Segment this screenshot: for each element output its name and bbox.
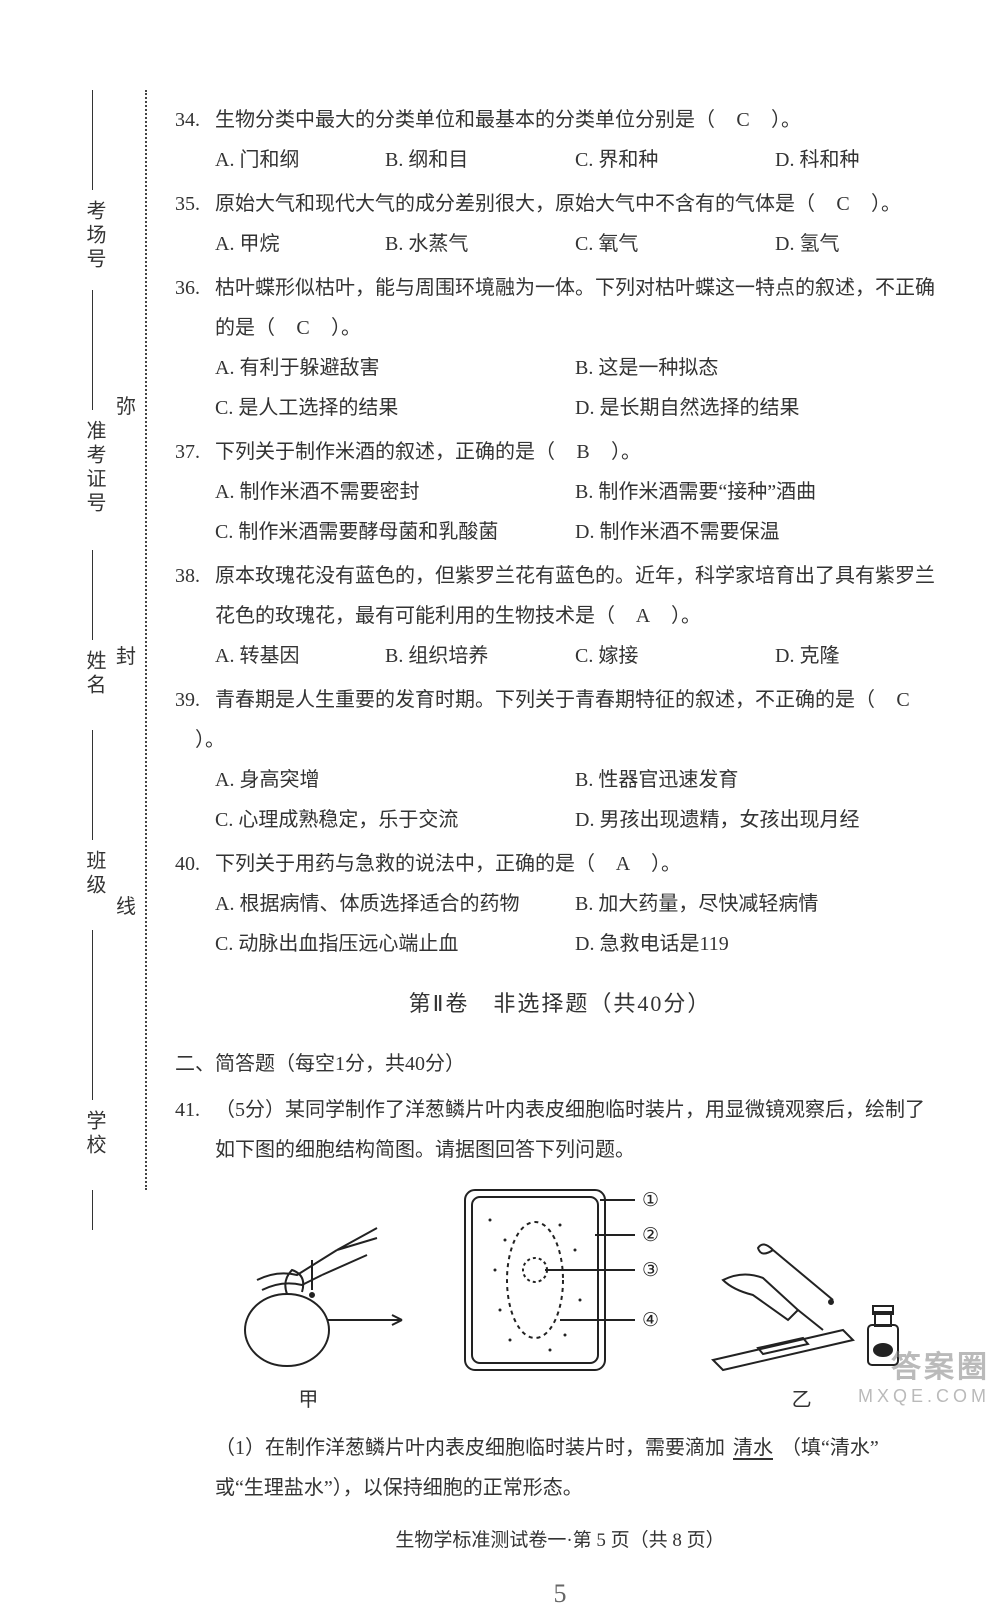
page-footer: 生物学标准测试卷一·第 5 页（共 8 页） — [175, 1522, 945, 1560]
binding-rule — [92, 730, 93, 840]
question-41: 41.（5分）某同学制作了洋葱鳞片叶内表皮细胞临时装片，用显微镜观察后，绘制了如… — [175, 1090, 945, 1508]
option-b: B. 制作米酒需要“接种”酒曲 — [575, 472, 945, 512]
figure-jia — [227, 1220, 427, 1380]
option-b: B. 加大药量，尽快减轻病情 — [575, 884, 945, 924]
option-c: C. 嫁接 — [575, 636, 775, 676]
binding-rule — [92, 1190, 93, 1230]
option-c: C. 制作米酒需要酵母菌和乳酸菌 — [215, 512, 575, 552]
question-block: 40.下列关于用药与急救的说法中，正确的是（ A ）。A. 根据病情、体质选择适… — [175, 844, 945, 964]
cell-label-2: ② — [642, 1225, 659, 1246]
option-a: A. 根据病情、体质选择适合的药物 — [215, 884, 575, 924]
question-block: 39.青春期是人生重要的发育时期。下列关于青春期特征的叙述，不正确的是（ C ）… — [175, 680, 945, 840]
option-a: A. 转基因 — [215, 636, 385, 676]
option-b: B. 水蒸气 — [385, 224, 575, 264]
option-d: D. 科和种 — [775, 140, 935, 180]
option-c: C. 氧气 — [575, 224, 775, 264]
cell-label-3: ③ — [642, 1260, 659, 1281]
binding-rule — [92, 90, 93, 190]
option-b: B. 性器官迅速发育 — [575, 760, 945, 800]
option-d: D. 是长期自然选择的结果 — [575, 388, 945, 428]
figure-cell: ① ② ③ ④ — [450, 1180, 680, 1380]
binding-dotted-line — [145, 90, 147, 1190]
option-b: B. 纲和目 — [385, 140, 575, 180]
question-block: 38.原本玫瑰花没有蓝色的，但紫罗兰花有蓝色的。近年，科学家培育出了具有紫罗兰花… — [175, 556, 945, 676]
binding-rule — [92, 290, 93, 410]
q41-sub1: （1）在制作洋葱鳞片叶内表皮细胞临时装片时，需要滴加清水（填“清水” — [175, 1428, 945, 1468]
option-d: D. 制作米酒不需要保温 — [575, 512, 945, 552]
option-b: B. 这是一种拟态 — [575, 348, 945, 388]
binding-label: 姓名 — [80, 650, 109, 698]
option-a: A. 身高突增 — [215, 760, 575, 800]
option-a: A. 有利于躲避敌害 — [215, 348, 575, 388]
option-c: C. 界和种 — [575, 140, 775, 180]
caption-jia: 甲 — [208, 1380, 408, 1420]
option-a: A. 门和纲 — [215, 140, 385, 180]
seal-char: 封 — [116, 640, 136, 669]
figure-captions: 甲 乙 — [175, 1380, 945, 1428]
section-2-head: 二、简答题（每空1分，共40分） — [175, 1044, 945, 1084]
option-b: B. 组织培养 — [385, 636, 575, 676]
binding-rule — [92, 550, 93, 640]
watermark-line2: MXQE.COM — [858, 1386, 990, 1407]
exam-content: 34.生物分类中最大的分类单位和最基本的分类单位分别是（ C ）。A. 门和纲B… — [175, 100, 945, 1620]
question-block: 34.生物分类中最大的分类单位和最基本的分类单位分别是（ C ）。A. 门和纲B… — [175, 100, 945, 180]
section-2-title: 第Ⅱ卷 非选择题（共40分） — [175, 982, 945, 1026]
question-block: 36.枯叶蝶形似枯叶，能与周围环境融为一体。下列对枯叶蝶这一特点的叙述，不正确的… — [175, 268, 945, 428]
cell-label-4: ④ — [642, 1310, 659, 1331]
seal-char: 弥 — [116, 390, 136, 419]
watermark-line1: 答案圈 — [858, 1342, 990, 1386]
option-c: C. 是人工选择的结果 — [215, 388, 575, 428]
option-a: A. 甲烷 — [215, 224, 385, 264]
binding-rule — [92, 930, 93, 1100]
q41-answer-blank: 清水 — [725, 1437, 781, 1459]
option-d: D. 男孩出现遗精，女孩出现月经 — [575, 800, 945, 840]
option-a: A. 制作米酒不需要密封 — [215, 472, 575, 512]
question-block: 37.下列关于制作米酒的叙述，正确的是（ B ）。A. 制作米酒不需要密封B. … — [175, 432, 945, 552]
handwritten-page-number: 5 — [175, 1568, 945, 1620]
option-c: C. 心理成熟稳定，乐于交流 — [215, 800, 575, 840]
question-block: 35.原始大气和现代大气的成分差别很大，原始大气中不含有的气体是（ C ）。A.… — [175, 184, 945, 264]
q41-sub1-cont: 或“生理盐水”），以保持细胞的正常形态。 — [175, 1468, 945, 1508]
option-d: D. 氢气 — [775, 224, 935, 264]
watermark: 答案圈 MXQE.COM — [858, 1342, 990, 1407]
q41-number: 41. — [175, 1090, 215, 1130]
cell-label-1: ① — [642, 1190, 659, 1211]
figure-row: ① ② ③ ④ — [175, 1170, 945, 1380]
option-c: C. 动脉出血指压远心端止血 — [215, 924, 575, 964]
option-d: D. 急救电话是119 — [575, 924, 945, 964]
seal-char: 线 — [116, 890, 136, 919]
option-d: D. 克隆 — [775, 636, 935, 676]
binding-label: 学校 — [80, 1110, 109, 1158]
binding-label: 准考证号 — [80, 420, 109, 516]
binding-label: 考场号 — [80, 200, 109, 272]
binding-label: 班级 — [80, 850, 109, 898]
